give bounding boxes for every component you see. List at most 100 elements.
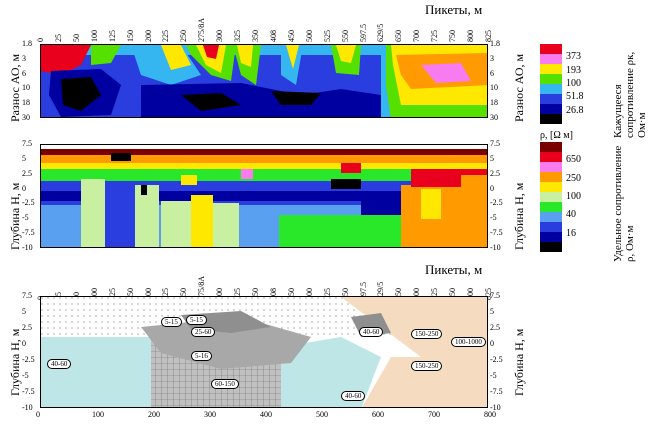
y-tick-label: -2.5	[22, 355, 35, 364]
bottom-axis-title: Пикеты, м	[425, 262, 483, 277]
legend-swatch	[540, 152, 562, 162]
y-tick-label: 10	[22, 83, 30, 93]
y-tick-label: 7.5	[490, 291, 500, 300]
panel1-y-ticks-right: 1.8 3 6 10 18 30	[490, 39, 510, 122]
picket-label: 408	[268, 30, 278, 42]
picket-label: 325	[233, 30, 243, 42]
apparent-resistivity-plot	[41, 45, 487, 117]
legend-swatch	[540, 104, 562, 114]
y-tick-label: 2.5	[490, 168, 500, 178]
y-tick-label: 2.5	[490, 323, 500, 332]
x-tick-label: 0	[36, 410, 40, 419]
y-tick-label: 7.5	[22, 139, 32, 148]
y-tick-label: -2.5	[22, 198, 35, 208]
legend-value: 40	[566, 209, 576, 221]
zone-label: 40-60	[341, 391, 366, 401]
panel3-right-label: Глубина Н, м	[512, 328, 526, 396]
zone-labels: 5-15 5-15 25-60 5-16 40-60 60-150 40-60 150-250…	[41, 297, 487, 407]
zone-label: 5-15	[161, 317, 182, 327]
legend-swatch	[540, 232, 562, 242]
legend-apparent-resistivity: 373 193 100 51.8 26.8	[540, 44, 600, 124]
legend2-title-top: ρ, [Ω м]	[540, 130, 573, 141]
y-tick-label: 7.5	[22, 291, 32, 300]
y-tick-label: 7.5	[490, 139, 500, 148]
panel1-left-label: Разнос АО, м	[8, 53, 22, 122]
panel2-y-ticks-left: 7.5 5 2.5 0 -2.5 -5 -7.5 -10	[22, 139, 42, 252]
legend-swatch	[540, 44, 562, 54]
y-tick-label: 3	[22, 53, 26, 63]
legend-value: 26.8	[566, 104, 584, 116]
y-tick-label: -7.5	[22, 387, 35, 396]
geological-interpretation-section: 5-15 5-15 25-60 5-16 40-60 60-150 40-60 150-250…	[40, 296, 488, 408]
y-tick-label: -10	[22, 243, 33, 252]
picket-label: 450	[286, 30, 296, 42]
zone-label: 5-15	[186, 315, 207, 325]
legend-swatch	[540, 74, 562, 84]
x-tick-label: 700	[428, 410, 440, 419]
legend-swatch	[540, 242, 562, 252]
zone-label: 60-150	[211, 379, 239, 389]
y-tick-label: -7.5	[22, 228, 35, 238]
legend-swatch	[540, 64, 562, 74]
picket-label: 150	[125, 30, 135, 42]
legend-swatch	[540, 172, 562, 182]
legend-swatch	[540, 212, 562, 222]
legend-swatch	[540, 94, 562, 104]
y-tick-label: 0	[22, 183, 26, 193]
legend-value: 16	[566, 227, 576, 239]
x-tick-label: 100	[92, 410, 104, 419]
picket-label: 25	[53, 34, 63, 42]
panel1-right-label: Разнос АО, м	[512, 53, 526, 122]
bottom-pickets: 0 25 50 100 125 150 200 225 250 275/8А 300 325 350 40…	[36, 272, 500, 300]
picket-label: 275/8А	[197, 18, 207, 42]
legend-value: 51.8	[566, 91, 584, 103]
x-tick-label: 600	[372, 410, 384, 419]
picket-label: 500	[304, 30, 314, 42]
panel3-left-label: Глубина Н, м	[8, 328, 22, 396]
y-tick-label: 30	[22, 113, 30, 122]
zone-label: 150-250	[411, 329, 443, 339]
zone-label: 100-1000	[451, 337, 486, 347]
y-tick-label: 5	[22, 153, 26, 163]
picket-label: 700	[412, 30, 422, 42]
panel1-y-ticks-left: 1.8 3 6 10 18 30	[22, 39, 42, 122]
y-tick-label: 18	[490, 98, 498, 108]
resistivity-model-section	[40, 144, 488, 248]
y-tick-label: 5	[22, 307, 26, 316]
y-tick-label: 5	[490, 153, 494, 163]
picket-label: 550	[340, 30, 350, 42]
y-tick-label: 2.5	[22, 168, 32, 178]
picket-label: 650	[394, 30, 404, 42]
y-tick-label: 1.8	[22, 39, 32, 48]
y-tick-label: 3	[490, 53, 494, 63]
picket-label: 225	[161, 30, 171, 42]
x-tick-label: 200	[148, 410, 160, 419]
picket-label: 0	[36, 38, 45, 42]
y-tick-label: -10	[490, 243, 501, 252]
legend-swatch	[540, 192, 562, 202]
picket-label: 250	[179, 30, 189, 42]
y-tick-label: 18	[22, 98, 30, 108]
apparent-resistivity-section	[40, 44, 488, 118]
picket-label: 629/5	[376, 23, 386, 42]
legend-true-resistivity: 650 250 100 40 16	[540, 142, 600, 254]
picket-label: 800	[466, 30, 476, 42]
legend-value: 250	[566, 172, 581, 184]
legend-value: 193	[566, 64, 581, 76]
panel2-y-ticks-right: 7.5 5 2.5 0 -2.5 -5 -7.5 -10	[490, 139, 510, 252]
y-tick-label: -10	[22, 403, 33, 412]
legend-value: 373	[566, 51, 581, 63]
panel2-right-label: Глубина Н, м	[512, 182, 526, 250]
zone-label: 25-60	[191, 327, 216, 337]
top-axis-title: Пикеты, м	[425, 2, 483, 17]
picket-label: 597.5	[358, 24, 368, 42]
y-tick-label: 0	[490, 339, 494, 348]
y-tick-label: 0	[22, 339, 26, 348]
picket-label: 200	[143, 30, 153, 42]
y-tick-label: -2.5	[490, 355, 503, 364]
x-tick-label: 800	[484, 410, 496, 419]
picket-label: 350	[251, 30, 261, 42]
y-tick-label: -7.5	[490, 387, 503, 396]
y-tick-label: -5	[490, 213, 497, 223]
y-tick-label: 10	[490, 83, 498, 93]
